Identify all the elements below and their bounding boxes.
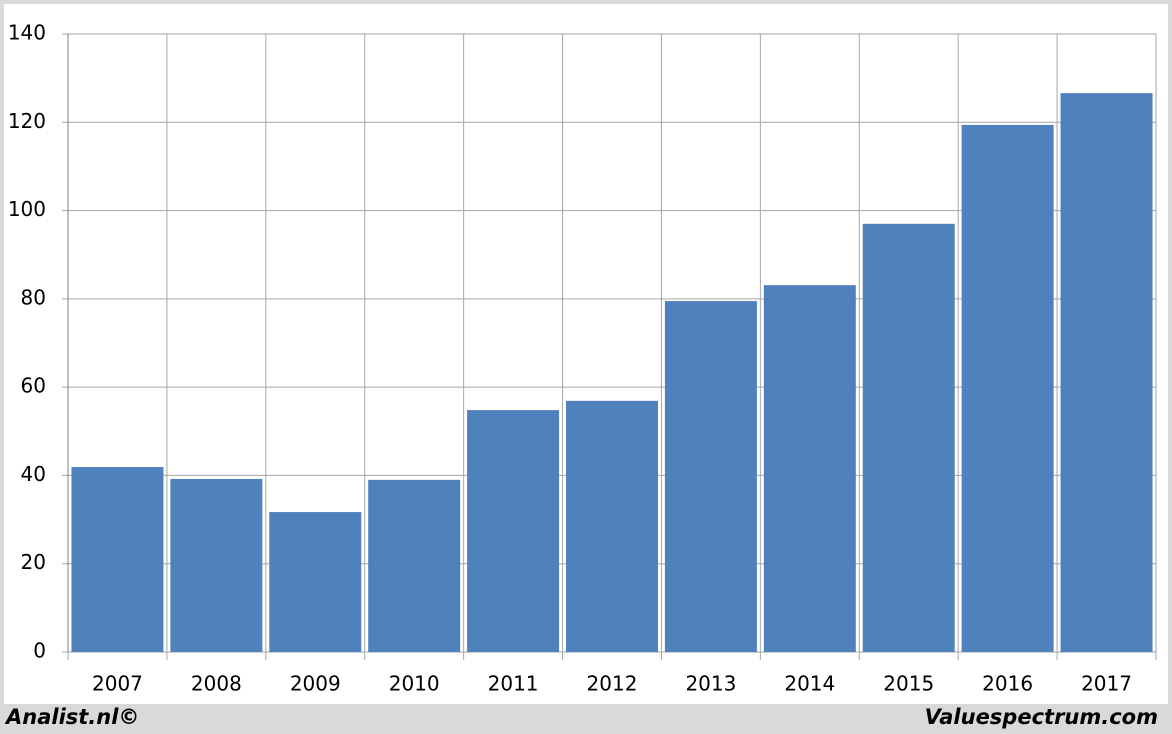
bar (269, 512, 362, 652)
x-tick-label: 2011 (488, 672, 539, 696)
bar (763, 285, 856, 652)
x-tick-label: 2010 (389, 672, 440, 696)
bar (170, 478, 263, 652)
x-tick-label: 2013 (685, 672, 736, 696)
x-tick-label: 2014 (784, 672, 835, 696)
bar (664, 301, 757, 652)
y-tick-label: 80 (21, 285, 46, 309)
bar (961, 124, 1054, 653)
x-tick-label: 2008 (191, 672, 242, 696)
y-tick-label: 20 (21, 550, 46, 574)
bar (566, 400, 658, 652)
credit-right: Valuespectrum.com (925, 705, 1158, 729)
y-tick-label: 60 (21, 374, 46, 398)
y-tick-label: 40 (21, 462, 46, 486)
x-tick-label: 2015 (883, 672, 934, 696)
y-tick-label: 120 (8, 109, 46, 133)
credit-left: Analist.nl© (4, 705, 139, 729)
x-tick-label: 2016 (982, 672, 1033, 696)
bar (71, 467, 164, 652)
bar (862, 223, 955, 653)
y-tick-label: 0 (33, 639, 46, 663)
y-tick-label: 100 (8, 197, 46, 221)
bar (368, 479, 461, 652)
y-tick-label: 140 (8, 21, 46, 45)
x-tick-label: 2012 (587, 672, 638, 696)
bar (1060, 93, 1153, 652)
x-tick-label: 2017 (1081, 672, 1132, 696)
x-tick-label: 2009 (290, 672, 341, 696)
bar (467, 410, 560, 652)
x-tick-label: 2007 (92, 672, 143, 696)
